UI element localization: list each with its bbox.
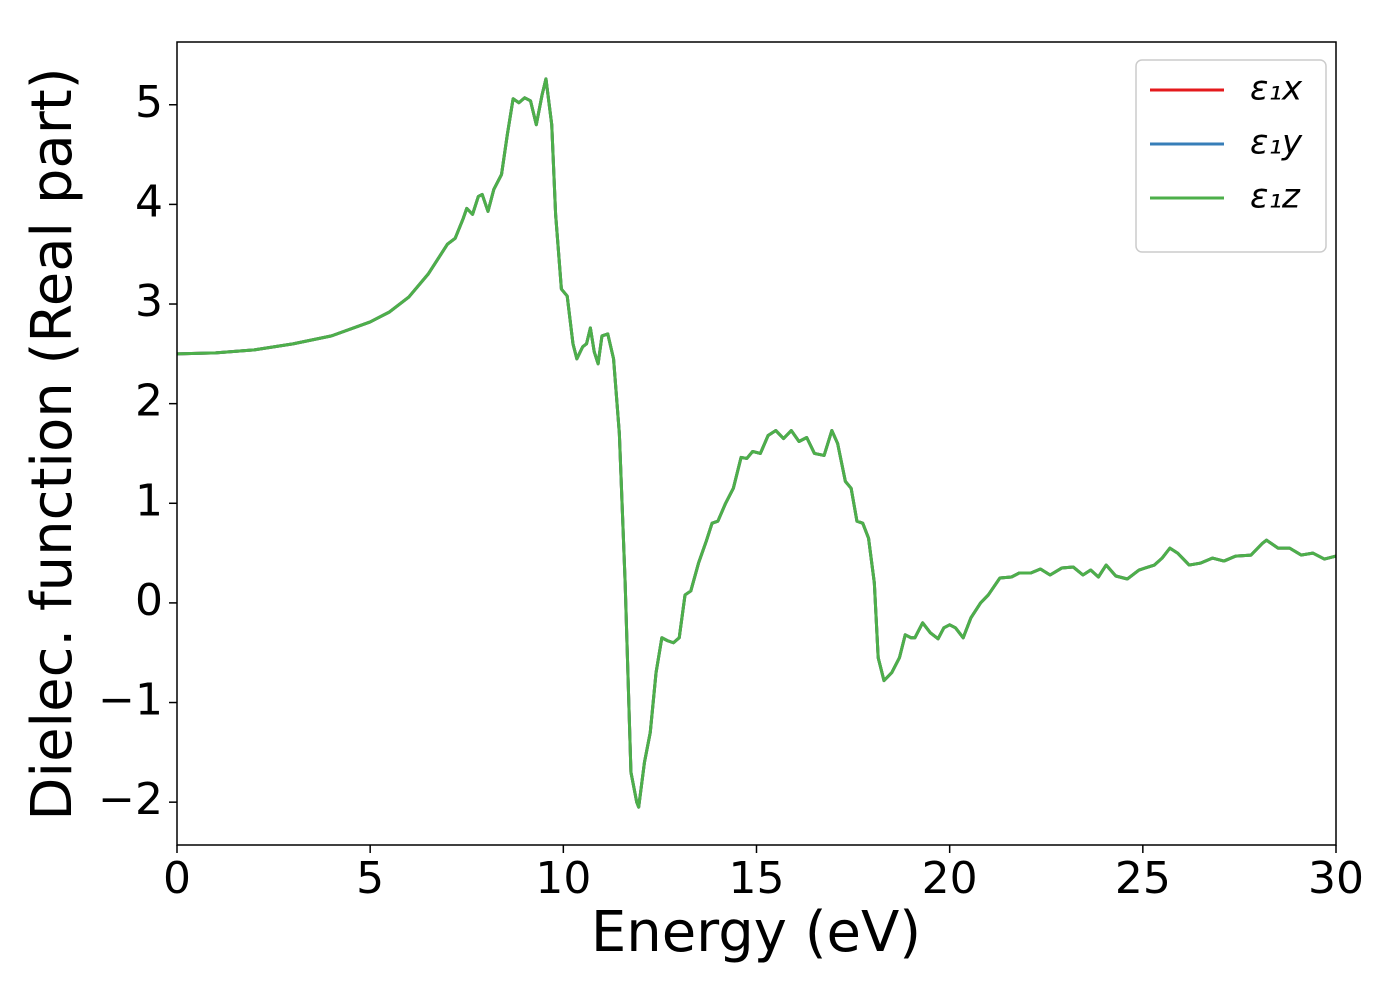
y-axis-label: Dielec. function (Real part) bbox=[20, 67, 85, 820]
x-axis-label: Energy (eV) bbox=[591, 900, 921, 965]
y-tick-label: 4 bbox=[135, 176, 163, 227]
y-tick-label: 0 bbox=[135, 575, 163, 626]
line-series bbox=[177, 77, 1336, 809]
plot-frame bbox=[176, 41, 1337, 846]
x-tick-label: 20 bbox=[922, 853, 978, 904]
x-tick-label: 30 bbox=[1308, 853, 1364, 904]
x-tick-label: 25 bbox=[1115, 853, 1171, 904]
y-tick-label: −1 bbox=[98, 675, 163, 726]
x-tick-label: 5 bbox=[356, 853, 384, 904]
legend-label: ε₁x bbox=[1250, 69, 1303, 109]
y-tick-label: 3 bbox=[135, 276, 163, 327]
y-tick-label: 5 bbox=[135, 77, 163, 128]
x-tick-label: 15 bbox=[729, 853, 785, 904]
x-tick-label: 10 bbox=[535, 853, 591, 904]
y-tick-label: −2 bbox=[98, 774, 163, 825]
x-tick-label: 0 bbox=[163, 853, 191, 904]
y-tick-label: 1 bbox=[135, 475, 163, 526]
legend-label: ε₁z bbox=[1250, 177, 1301, 217]
legend-label: ε₁y bbox=[1250, 123, 1303, 163]
legend-box bbox=[1135, 59, 1327, 253]
y-tick-label: 2 bbox=[135, 376, 163, 427]
